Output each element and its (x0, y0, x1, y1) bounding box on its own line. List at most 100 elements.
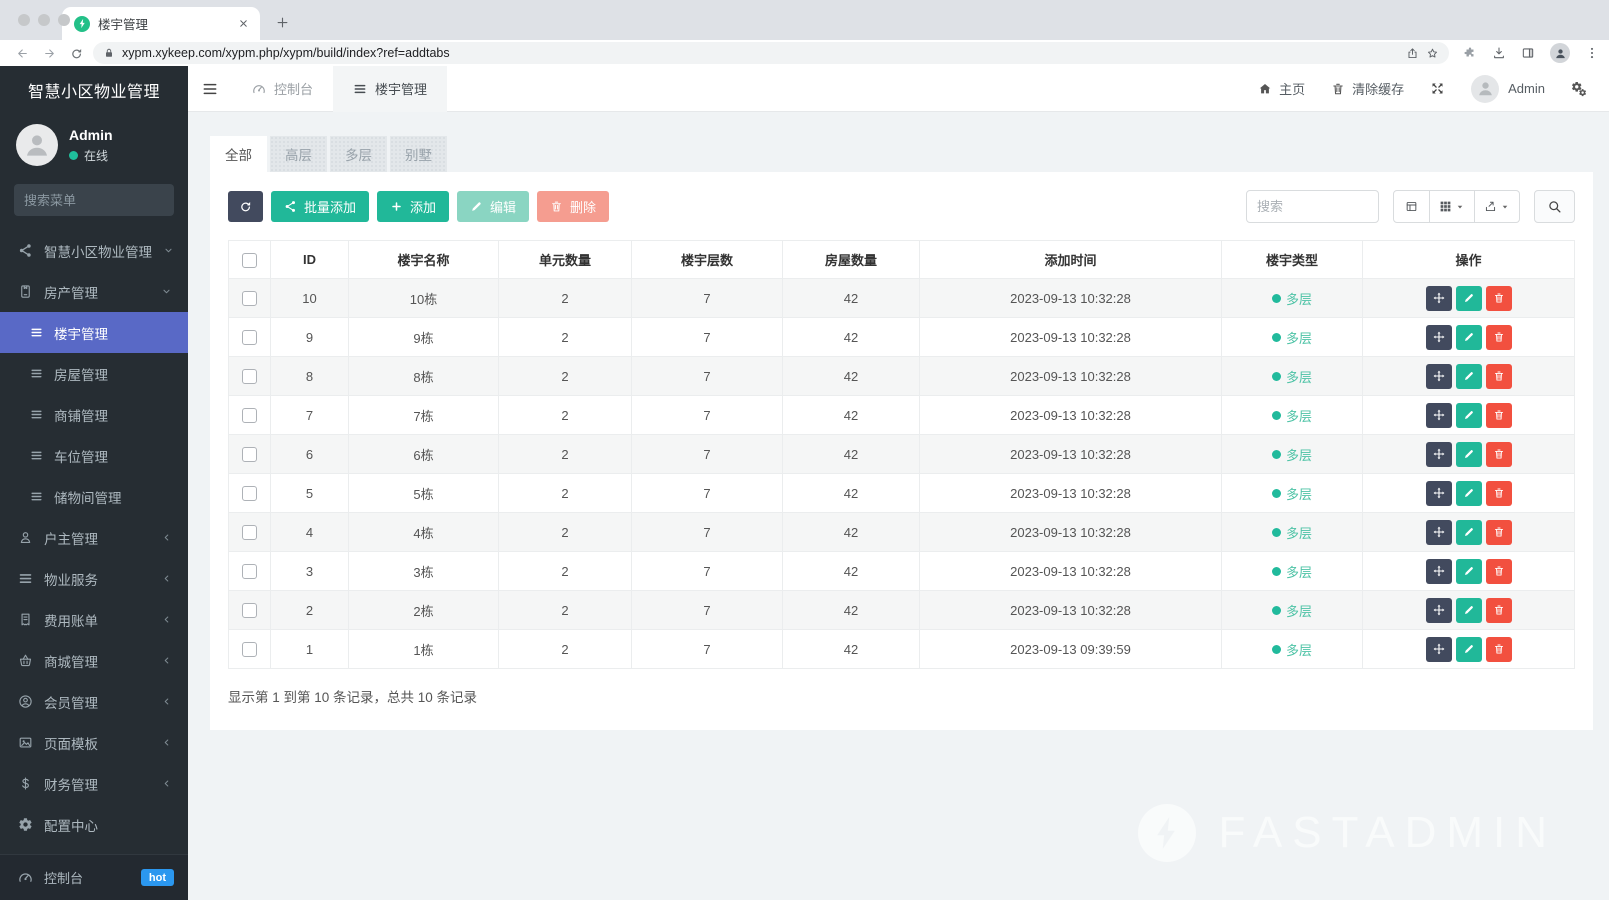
fullscreen-icon[interactable] (1430, 81, 1445, 96)
filter-tab[interactable]: 多层 (330, 136, 387, 172)
column-header[interactable]: 添加时间 (919, 240, 1222, 279)
sidebar-item[interactable]: 物业服务 (0, 558, 188, 599)
extensions-icon[interactable] (1463, 46, 1477, 60)
row-delete-button[interactable] (1485, 519, 1512, 545)
back-icon[interactable] (16, 47, 29, 60)
select-all-checkbox[interactable] (242, 252, 257, 268)
sidebar-subitem[interactable]: 储物间管理 (0, 476, 188, 517)
columns-button[interactable] (1430, 190, 1475, 223)
row-edit-button[interactable] (1455, 558, 1482, 584)
row-move-button[interactable] (1425, 441, 1452, 467)
sidepanel-icon[interactable] (1521, 46, 1535, 60)
row-move-button[interactable] (1425, 519, 1452, 545)
sidebar-subitem[interactable]: 房屋管理 (0, 353, 188, 394)
navbar-tab[interactable]: 楼宇管理 (333, 65, 448, 112)
bookmark-star-icon[interactable] (1426, 47, 1439, 60)
row-checkbox[interactable] (242, 447, 257, 463)
sidebar-item[interactable]: 会员管理 (0, 681, 188, 722)
navbar-user-menu[interactable]: Admin (1471, 74, 1545, 103)
row-delete-button[interactable] (1485, 480, 1512, 506)
browser-tab[interactable]: 楼宇管理 (62, 7, 260, 40)
menu-search-input[interactable] (24, 192, 188, 208)
row-checkbox[interactable] (242, 564, 257, 580)
row-edit-button[interactable] (1455, 441, 1482, 467)
forward-icon[interactable] (43, 47, 56, 60)
sidebar-toggle-button[interactable] (188, 66, 232, 112)
row-checkbox[interactable] (242, 486, 257, 502)
row-delete-button[interactable] (1485, 441, 1512, 467)
row-edit-button[interactable] (1455, 324, 1482, 350)
row-checkbox[interactable] (242, 369, 257, 385)
row-edit-button[interactable] (1455, 519, 1482, 545)
row-edit-button[interactable] (1455, 480, 1482, 506)
sidebar-subitem[interactable]: 商铺管理 (0, 394, 188, 435)
row-delete-button[interactable] (1485, 324, 1512, 350)
row-checkbox[interactable] (242, 642, 257, 658)
row-move-button[interactable] (1425, 285, 1452, 311)
sidebar-item[interactable]: 费用账单 (0, 599, 188, 640)
sidebar-item[interactable]: 商城管理 (0, 640, 188, 681)
downloads-icon[interactable] (1492, 46, 1506, 60)
table-search-input[interactable] (1246, 190, 1379, 223)
row-checkbox[interactable] (242, 291, 257, 307)
sidebar-item-console[interactable]: 控制台 hot (0, 854, 188, 900)
reload-icon[interactable] (70, 47, 83, 60)
row-delete-button[interactable] (1485, 363, 1512, 389)
edit-button[interactable]: 编辑 (457, 191, 530, 222)
address-bar[interactable]: xypm.xykeep.com/xypm.php/xypm/build/inde… (93, 42, 1449, 64)
add-button[interactable]: 添加 (377, 191, 450, 222)
row-checkbox[interactable] (242, 603, 257, 619)
column-header[interactable]: ID (270, 240, 349, 279)
close-window-button[interactable] (18, 14, 30, 26)
sidebar-subitem[interactable]: 楼宇管理 (0, 312, 188, 353)
sidebar-item[interactable]: 智慧小区物业管理 (0, 230, 188, 271)
row-edit-button[interactable] (1455, 402, 1482, 428)
browser-menu-icon[interactable] (1585, 46, 1599, 60)
row-delete-button[interactable] (1485, 558, 1512, 584)
column-header[interactable]: 单元数量 (498, 240, 632, 279)
export-button[interactable] (1475, 190, 1520, 223)
row-move-button[interactable] (1425, 636, 1452, 662)
share-icon[interactable] (1406, 47, 1419, 60)
url-text[interactable]: xypm.xykeep.com/xypm.php/xypm/build/inde… (122, 46, 450, 60)
delete-button[interactable]: 删除 (537, 191, 610, 222)
new-tab-button[interactable] (268, 8, 296, 36)
column-header[interactable]: 楼宇类型 (1221, 240, 1363, 279)
clear-cache-link[interactable]: 清除缓存 (1331, 79, 1404, 98)
column-header[interactable]: 房屋数量 (782, 240, 920, 279)
sidebar-item[interactable]: 页面模板 (0, 722, 188, 763)
column-header[interactable]: 操作 (1362, 240, 1575, 279)
window-controls[interactable] (18, 14, 70, 26)
refresh-button[interactable] (228, 191, 263, 222)
filter-tab[interactable]: 高层 (270, 136, 327, 172)
row-edit-button[interactable] (1455, 597, 1482, 623)
maximize-window-button[interactable] (58, 14, 70, 26)
home-link[interactable]: 主页 (1258, 79, 1305, 98)
row-delete-button[interactable] (1485, 597, 1512, 623)
filter-tab[interactable]: 全部 (210, 136, 267, 172)
sidebar-item[interactable]: 财务管理 (0, 763, 188, 804)
row-edit-button[interactable] (1455, 363, 1482, 389)
browser-profile-avatar[interactable] (1550, 43, 1570, 63)
row-move-button[interactable] (1425, 324, 1452, 350)
column-header[interactable]: 楼宇名称 (348, 240, 499, 279)
row-delete-button[interactable] (1485, 636, 1512, 662)
tab-close-icon[interactable] (234, 15, 252, 33)
row-edit-button[interactable] (1455, 636, 1482, 662)
row-move-button[interactable] (1425, 402, 1452, 428)
column-header[interactable]: 楼宇层数 (631, 240, 783, 279)
search-submit-button[interactable] (1534, 190, 1575, 223)
sidebar-item[interactable]: 房产管理 (0, 271, 188, 312)
row-move-button[interactable] (1425, 480, 1452, 506)
filter-tab[interactable]: 别墅 (390, 136, 447, 172)
batch-add-button[interactable]: 批量添加 (271, 191, 370, 222)
row-move-button[interactable] (1425, 363, 1452, 389)
row-checkbox[interactable] (242, 330, 257, 346)
settings-cogs-icon[interactable] (1571, 81, 1587, 97)
row-move-button[interactable] (1425, 558, 1452, 584)
sidebar-item[interactable]: 户主管理 (0, 517, 188, 558)
minimize-window-button[interactable] (38, 14, 50, 26)
toggle-view-button[interactable] (1393, 190, 1430, 223)
row-move-button[interactable] (1425, 597, 1452, 623)
row-delete-button[interactable] (1485, 402, 1512, 428)
